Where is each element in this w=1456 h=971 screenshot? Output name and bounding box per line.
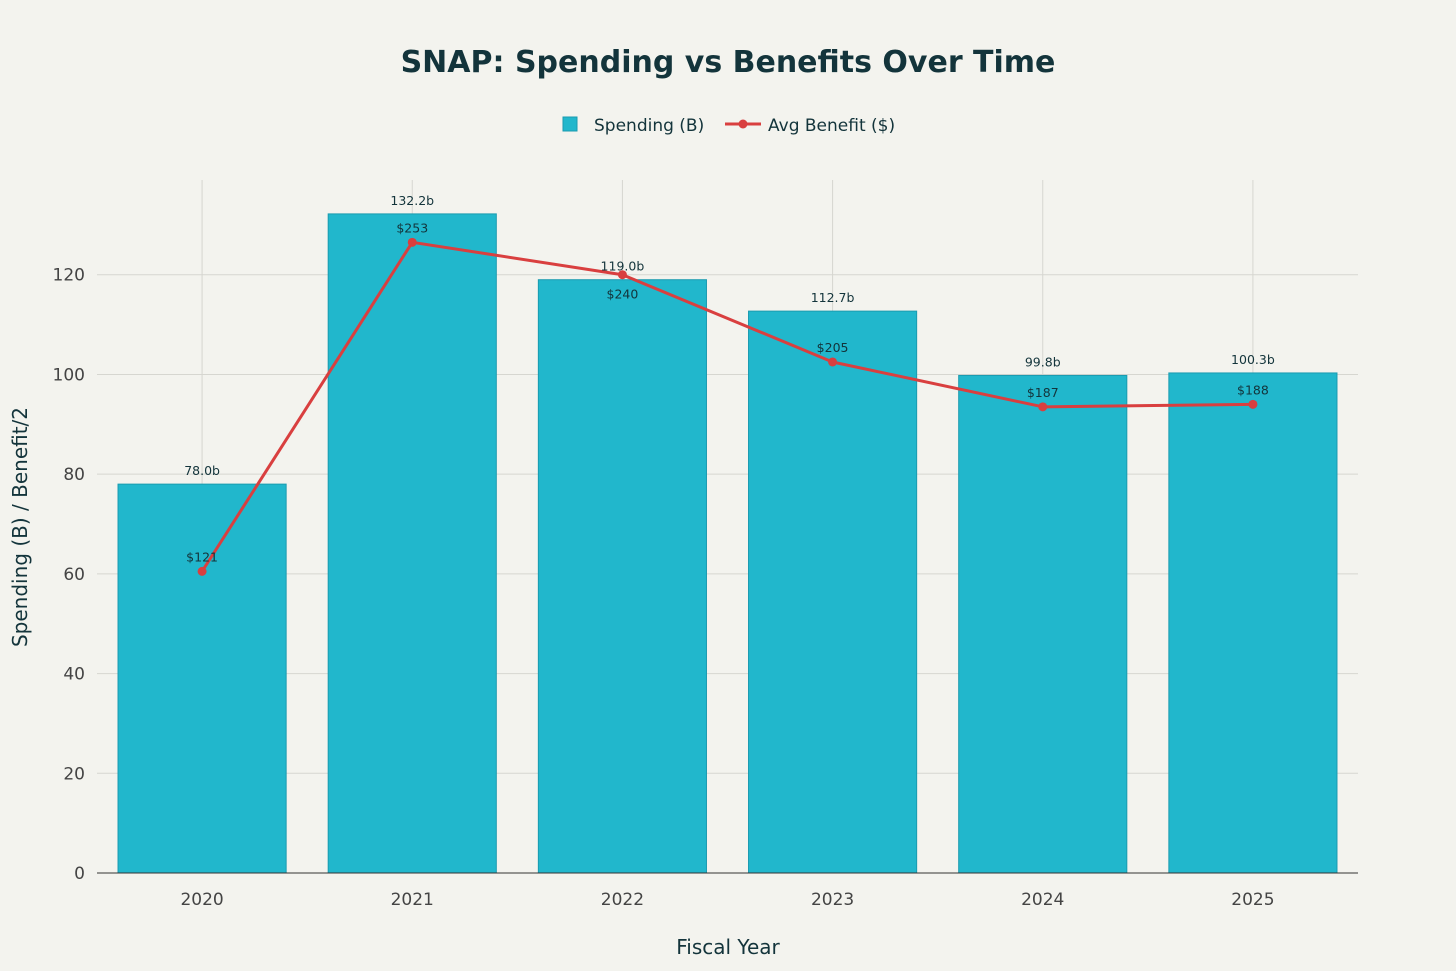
bar-2023 [748,310,918,874]
bars [117,213,1338,874]
bar-2024 [958,374,1128,874]
legend-swatch-spending [562,116,578,132]
axes: 0 20 40 60 80 100 120 2020 2021 2022 2023 2024 2025 [53,266,1358,910]
benefit-point-2024 [1038,402,1048,412]
data-labels: 78.0b 132.2b 119.0b 112.7b 99.8b 100.3b $121 $2… [184,193,1275,564]
y-tick-label: 120 [53,266,85,286]
bar-label: 99.8b [1025,354,1061,369]
benefit-point-2023 [828,357,838,367]
bar-2025 [1168,372,1338,874]
bar-label: 78.0b [184,463,220,478]
benefit-label: $121 [186,549,218,564]
y-axis-label: Spending (B) / Benefit/2 [8,407,32,647]
x-tick-label: 2020 [180,890,223,910]
bar-label: 132.2b [390,193,434,208]
bar-2022 [537,279,707,874]
benefit-label: $253 [396,220,428,235]
benefit-line-path [200,240,1253,573]
y-tick-label: 20 [63,764,85,784]
benefit-label: $187 [1027,385,1059,400]
x-tick-label: 2021 [391,890,434,910]
y-tick-label: 100 [53,365,85,385]
legend-marker-benefit [738,119,748,129]
benefit-point-2025 [1248,399,1258,409]
benefit-label: $188 [1237,382,1269,397]
y-tick-label: 40 [63,665,85,685]
bar-label: 119.0b [601,259,645,274]
x-tick-label: 2025 [1231,890,1274,910]
benefit-point-2022 [617,270,627,280]
benefit-label: $205 [817,340,849,355]
benefit-point-2020 [197,566,207,576]
bar-label: 100.3b [1231,352,1275,367]
legend: Spending (B) Avg Benefit ($) [562,116,895,136]
benefit-point-2021 [407,237,417,247]
legend-label-spending: Spending (B) [594,116,704,136]
bar-2020 [117,483,287,874]
x-tick-label: 2022 [601,890,644,910]
benefit-label: $240 [607,287,639,302]
chart-title: SNAP: Spending vs Benefits Over Time [401,45,1056,80]
y-tick-label: 80 [63,465,85,485]
legend-label-benefit: Avg Benefit ($) [768,116,895,136]
y-tick-label: 0 [74,864,85,884]
x-axis-label: Fiscal Year [676,935,780,959]
benefit-line [197,237,1258,576]
x-tick-label: 2024 [1021,890,1064,910]
bar-2021 [327,213,497,874]
y-tick-label: 60 [63,565,85,585]
x-tick-label: 2023 [811,890,854,910]
bar-label: 112.7b [811,290,855,305]
